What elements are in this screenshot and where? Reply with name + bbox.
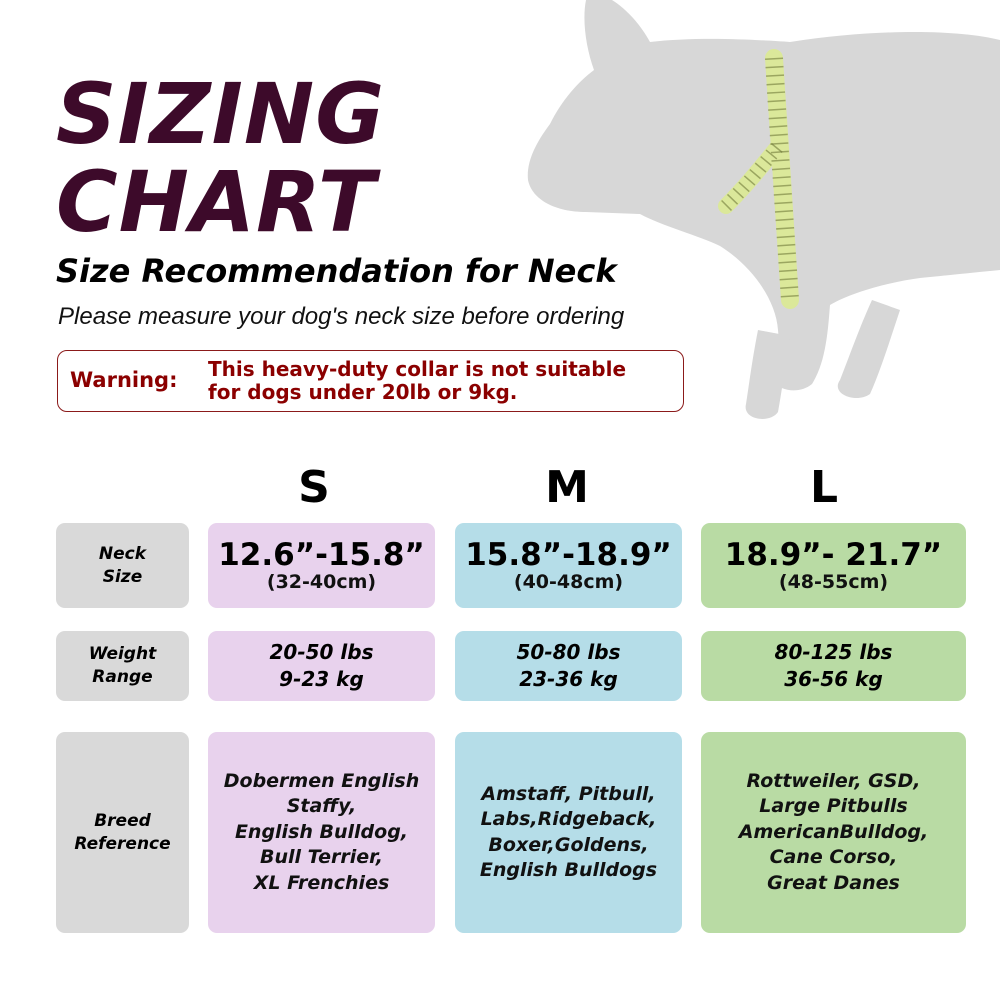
page-title-line1: SIZING bbox=[56, 65, 386, 163]
neck-size-l: 18.9”- 21.7” (48-55cm) bbox=[701, 523, 966, 608]
warning-text: This heavy-duty collar is not suitable f… bbox=[208, 357, 627, 404]
row-label-breed: Breed Reference bbox=[56, 732, 189, 933]
neck-inches-l: 18.9”- 21.7” bbox=[724, 536, 943, 573]
weight-lbs-m: 50-80 lbs bbox=[516, 640, 621, 664]
neck-cm-m: (40-48cm) bbox=[513, 570, 624, 593]
breed-reference-l: Rottweiler, GSD, Large Pitbulls American… bbox=[701, 732, 966, 933]
subtitle: Size Recommendation for Neck bbox=[56, 252, 617, 290]
breed-list-m: Amstaff, Pitbull, Labs,Ridgeback, Boxer,… bbox=[479, 782, 658, 882]
breed-list-l: Rottweiler, GSD, Large Pitbulls American… bbox=[738, 769, 929, 894]
neck-size-m: 15.8”-18.9” (40-48cm) bbox=[455, 523, 682, 608]
breed-list-s: Dobermen English Staffy, English Bulldog… bbox=[223, 769, 420, 894]
warning-label: Warning: bbox=[70, 368, 178, 392]
row-label-weight: Weight Range bbox=[56, 631, 189, 701]
dog-silhouette-icon bbox=[527, 0, 1000, 419]
measuring-tape-icon bbox=[718, 49, 799, 309]
row-label-neck-text: Neck Size bbox=[98, 543, 147, 587]
weight-range-m: 50-80 lbs 23-36 kg bbox=[455, 631, 682, 701]
breed-reference-s: Dobermen English Staffy, English Bulldog… bbox=[208, 732, 435, 933]
instruction-text: Please measure your dog's neck size befo… bbox=[58, 303, 625, 330]
page-title-line2: CHART bbox=[56, 153, 377, 251]
weight-kg-m: 23-36 kg bbox=[519, 667, 618, 691]
weight-range-l: 80-125 lbs 36-56 kg bbox=[701, 631, 966, 701]
size-header-m: M bbox=[545, 462, 589, 513]
weight-lbs-s: 20-50 lbs bbox=[269, 640, 374, 664]
neck-inches-s: 12.6”-15.8” bbox=[218, 536, 425, 573]
breed-reference-m: Amstaff, Pitbull, Labs,Ridgeback, Boxer,… bbox=[455, 732, 682, 933]
neck-cm-l: (48-55cm) bbox=[778, 570, 889, 593]
size-header-s: S bbox=[298, 462, 330, 513]
size-header-l: L bbox=[809, 462, 839, 513]
row-label-breed-text: Breed Reference bbox=[74, 810, 171, 854]
neck-size-s: 12.6”-15.8” (32-40cm) bbox=[208, 523, 435, 608]
neck-inches-m: 15.8”-18.9” bbox=[465, 536, 672, 573]
warning-box: Warning: This heavy-duty collar is not s… bbox=[57, 350, 684, 412]
weight-kg-l: 36-56 kg bbox=[784, 667, 883, 691]
weight-kg-s: 9-23 kg bbox=[279, 667, 364, 691]
weight-range-s: 20-50 lbs 9-23 kg bbox=[208, 631, 435, 701]
neck-cm-s: (32-40cm) bbox=[266, 570, 377, 593]
row-label-weight-text: Weight Range bbox=[88, 644, 157, 687]
row-label-neck: Neck Size bbox=[56, 523, 189, 608]
weight-lbs-l: 80-125 lbs bbox=[774, 640, 893, 664]
